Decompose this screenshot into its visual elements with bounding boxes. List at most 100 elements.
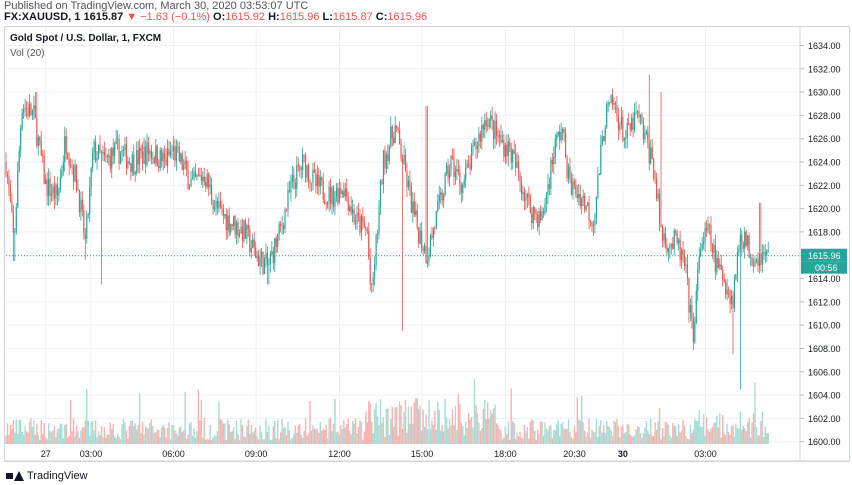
volume-bar	[566, 428, 568, 444]
candle-body	[421, 230, 423, 249]
candle-body	[352, 209, 354, 214]
candle-body	[736, 252, 738, 274]
candle-body	[438, 194, 440, 202]
volume-bar	[592, 431, 595, 444]
candle-body	[409, 180, 411, 187]
price-axis-label: 1602.00	[808, 414, 841, 424]
volume-bar	[545, 428, 548, 444]
candle-body	[422, 248, 424, 252]
volume-bar	[569, 432, 571, 444]
volume-bar	[66, 437, 69, 444]
candle-body	[701, 244, 703, 250]
volume-bar	[253, 431, 255, 444]
price-axis[interactable]: 1634.00 1632.00 1630.00 1628.00 1626.00 1624.…	[6, 27, 847, 461]
candle-body	[196, 174, 198, 178]
candle-body	[118, 139, 120, 164]
time-axis[interactable]: 27 03:00 06:00 09:00 12:00 15:00 18:00 20:30 30 0…	[5, 449, 849, 462]
volume-bar	[544, 422, 546, 444]
candle-body	[700, 249, 702, 257]
candle-body	[252, 239, 254, 249]
volume-bar	[168, 422, 170, 444]
time-axis-label: 03:00	[80, 449, 103, 459]
price-axis-label: 1624.00	[808, 158, 841, 168]
candle-body	[751, 257, 753, 266]
candle-body	[375, 235, 377, 265]
volume-bar	[619, 437, 621, 444]
volume-bar	[472, 427, 474, 444]
candle-body	[562, 129, 564, 133]
candle-body	[83, 209, 85, 235]
volume-bar	[492, 408, 495, 444]
volume-bar	[332, 423, 335, 444]
volume-bar	[212, 437, 214, 444]
volume-bar	[111, 428, 113, 444]
volume-bar	[247, 419, 250, 444]
candle-body	[470, 147, 473, 169]
volume-bar	[437, 402, 439, 444]
volume-bar	[600, 419, 602, 444]
footer-brand[interactable]: TradingView	[6, 470, 88, 482]
candle-body	[174, 146, 176, 161]
volume-bar	[708, 431, 711, 444]
volume-bar	[190, 421, 192, 444]
candle-body	[287, 189, 289, 210]
candle-body	[288, 189, 291, 192]
candle-body	[271, 251, 273, 255]
volume-bar	[340, 425, 342, 444]
candle-body	[197, 174, 199, 176]
volume-bar	[589, 438, 592, 444]
volume-bar	[550, 425, 552, 444]
candle-body	[230, 224, 232, 233]
candle-body	[24, 107, 26, 110]
volume-bar	[50, 432, 53, 444]
volume-bar	[391, 406, 393, 444]
volume-bar	[704, 435, 706, 444]
candle-body	[406, 170, 408, 188]
candle-body	[739, 234, 741, 251]
candle-body	[206, 173, 208, 187]
volume-bar	[291, 437, 294, 444]
volume-bar	[407, 406, 410, 444]
candle-body	[670, 243, 672, 247]
candle-body	[68, 158, 70, 166]
candle-body	[269, 254, 271, 264]
volume-bar	[218, 402, 220, 444]
volume-bar	[748, 418, 750, 444]
volume-bar	[561, 422, 564, 444]
candle-body	[407, 180, 410, 188]
volume-bar	[287, 421, 289, 444]
candle-body	[140, 147, 142, 152]
candle-body	[243, 220, 245, 241]
volume-bar	[124, 422, 126, 444]
volume-bar	[586, 432, 589, 444]
volume-bar	[313, 428, 316, 444]
volume-bar	[442, 431, 445, 444]
candle-body	[42, 155, 44, 157]
volume-bar	[282, 428, 285, 444]
volume-bar	[183, 430, 185, 444]
volume-bar	[393, 426, 395, 444]
candle-body	[347, 196, 349, 211]
volume-bar	[722, 415, 724, 444]
volume-bar	[611, 436, 614, 444]
volume-bar	[109, 422, 111, 444]
candle-body	[164, 153, 166, 159]
volume-bar	[149, 423, 151, 444]
volume-bar	[675, 426, 677, 444]
volume-bar	[526, 426, 529, 444]
volume-bar	[18, 420, 20, 444]
candle-body	[519, 172, 521, 182]
candle-body	[146, 142, 148, 166]
volume-bar	[682, 419, 684, 444]
volume-bar	[467, 413, 470, 444]
volume-bar	[760, 421, 762, 444]
candle-body	[89, 186, 91, 214]
candle-body	[454, 171, 457, 178]
candle-body	[253, 239, 255, 248]
price-axis-label: 1612.00	[808, 297, 841, 307]
price-axis-label: 1600.00	[808, 437, 841, 447]
candle-body	[705, 228, 708, 231]
volume-bar	[322, 428, 324, 444]
volume-bar	[310, 430, 313, 444]
